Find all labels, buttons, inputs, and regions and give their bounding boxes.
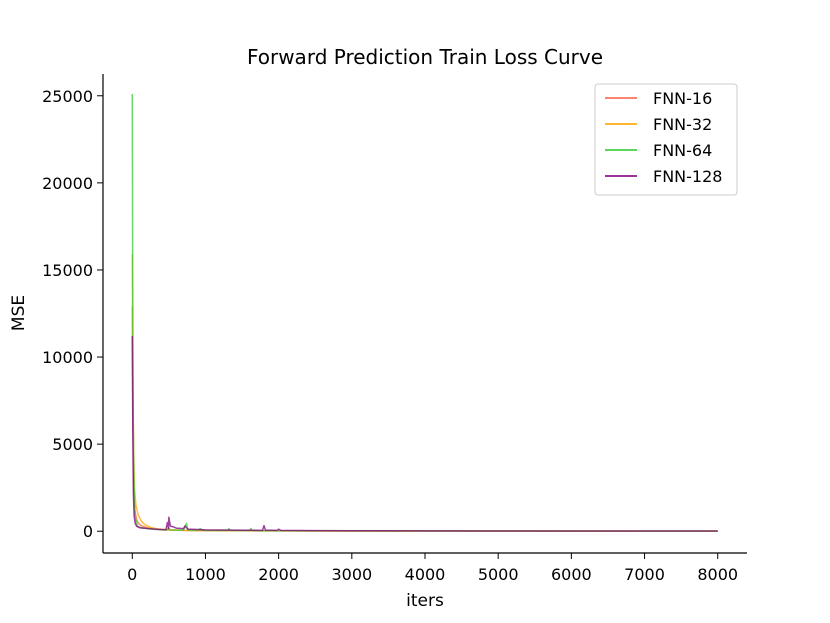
legend: FNN-16 FNN-32 FNN-64 FNN-128 [594, 83, 738, 196]
plot-area: 0 1000 2000 3000 4000 5000 6000 7000 8000 0 5000 1… [42, 74, 747, 584]
legend-frame [594, 83, 738, 196]
series-line-fnn-128 [131, 336, 718, 532]
y-tick-label: 5000 [52, 435, 93, 454]
x-tick-label: 7000 [624, 565, 665, 584]
x-tick-label: 4000 [405, 565, 446, 584]
x-tick-label: 2000 [258, 565, 299, 584]
y-tick-label: 15000 [42, 261, 93, 280]
x-tick-label: 6000 [551, 565, 592, 584]
legend-label: FNN-128 [653, 167, 722, 186]
series-line-fnn-16 [131, 306, 718, 532]
x-tick-label: 1000 [185, 565, 226, 584]
y-tick-label: 0 [83, 522, 93, 541]
x-tick-label: 3000 [331, 565, 372, 584]
x-tick-label: 8000 [697, 565, 738, 584]
x-axis-title: iters [406, 591, 444, 611]
y-ticks: 0 5000 10000 15000 20000 25000 [42, 87, 103, 541]
series-layer [131, 94, 718, 532]
x-ticks: 0 1000 2000 3000 4000 5000 6000 7000 8000 [127, 553, 738, 584]
legend-label: FNN-32 [653, 115, 712, 134]
series-line-fnn-32 [131, 254, 718, 532]
x-tick-label: 0 [127, 565, 137, 584]
chart-title: Forward Prediction Train Loss Curve [247, 45, 603, 69]
y-tick-label: 20000 [42, 174, 93, 193]
y-tick-label: 25000 [42, 87, 93, 106]
legend-items: FNN-16 FNN-32 FNN-64 FNN-128 [605, 89, 722, 186]
legend-label: FNN-16 [653, 89, 712, 108]
y-tick-label: 10000 [42, 348, 93, 367]
legend-label: FNN-64 [653, 141, 712, 160]
x-tick-label: 5000 [478, 565, 519, 584]
y-axis-title: MSE [9, 295, 29, 331]
